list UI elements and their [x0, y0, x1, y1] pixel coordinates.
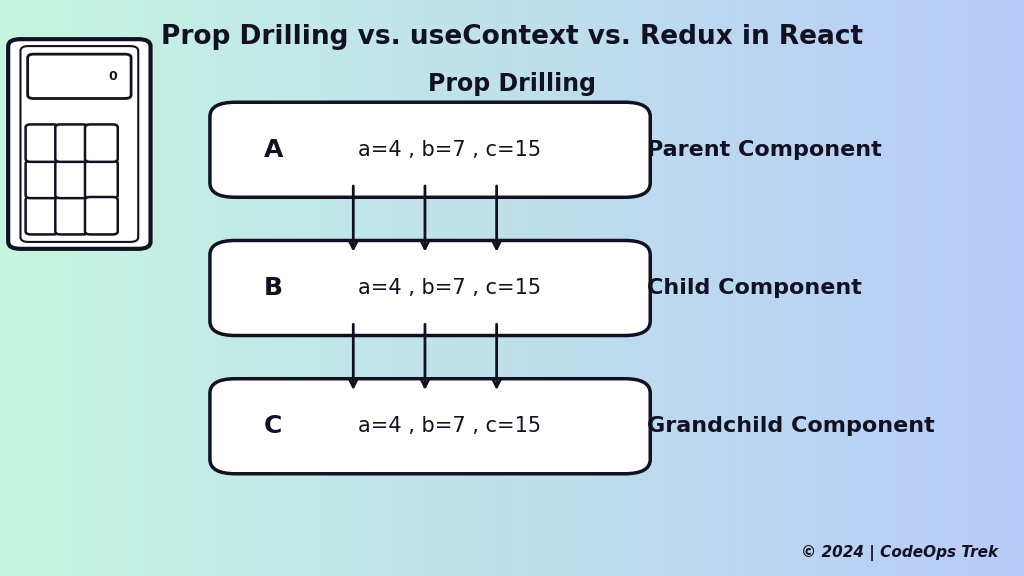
FancyBboxPatch shape — [55, 161, 88, 198]
FancyBboxPatch shape — [26, 161, 58, 198]
FancyBboxPatch shape — [85, 161, 118, 198]
Text: Prop Drilling: Prop Drilling — [428, 71, 596, 96]
Text: B: B — [264, 276, 284, 300]
Text: 0: 0 — [109, 70, 117, 83]
Text: a=4 , b=7 , c=15: a=4 , b=7 , c=15 — [358, 416, 541, 436]
FancyBboxPatch shape — [28, 54, 131, 98]
Text: © 2024 | CodeOps Trek: © 2024 | CodeOps Trek — [801, 545, 998, 561]
FancyBboxPatch shape — [210, 241, 650, 335]
FancyBboxPatch shape — [26, 124, 58, 162]
FancyBboxPatch shape — [210, 379, 650, 473]
FancyBboxPatch shape — [55, 197, 88, 234]
Text: A: A — [264, 138, 284, 162]
Text: Grandchild Component: Grandchild Component — [647, 416, 935, 436]
Text: Child Component: Child Component — [647, 278, 862, 298]
Text: Parent Component: Parent Component — [647, 140, 882, 160]
Text: Prop Drilling vs. useContext vs. Redux in React: Prop Drilling vs. useContext vs. Redux i… — [161, 24, 863, 51]
FancyBboxPatch shape — [85, 124, 118, 162]
FancyBboxPatch shape — [8, 39, 151, 249]
Text: a=4 , b=7 , c=15: a=4 , b=7 , c=15 — [358, 140, 541, 160]
FancyBboxPatch shape — [210, 103, 650, 198]
FancyBboxPatch shape — [55, 124, 88, 162]
Text: C: C — [264, 414, 283, 438]
FancyBboxPatch shape — [26, 197, 58, 234]
Text: a=4 , b=7 , c=15: a=4 , b=7 , c=15 — [358, 278, 541, 298]
FancyBboxPatch shape — [85, 197, 118, 234]
